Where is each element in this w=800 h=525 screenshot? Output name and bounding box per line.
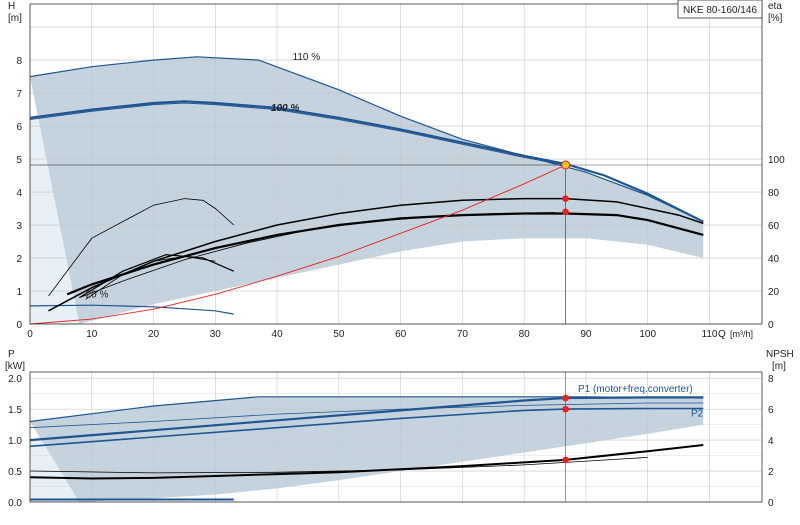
- efficiency-curve-eta-3: [79, 212, 556, 298]
- y-label-right-symbol-bottom: NPSH: [766, 349, 794, 360]
- title-box: [677, 0, 763, 19]
- label-p1: P1 (motor+freq.converter): [578, 384, 693, 395]
- y-tick-left: 3: [16, 221, 22, 232]
- x-tick: 80: [519, 329, 531, 340]
- x-tick: 90: [580, 329, 592, 340]
- x-tick: 50: [333, 329, 345, 340]
- y-tick-right-bottom: 8: [768, 374, 774, 385]
- x-tick: 110: [702, 329, 718, 340]
- efficiency-curve-eta-small-3: [85, 255, 216, 300]
- y-tick-left: 4: [16, 188, 22, 199]
- annotation-20: 20 %: [86, 290, 109, 301]
- eta-marker: [562, 195, 569, 202]
- y-tick-right-bottom: 0: [768, 498, 774, 509]
- y-tick-left-bottom: 0.5: [8, 467, 22, 478]
- pump-curve-curve-100-b: [29, 100, 704, 223]
- x-tick: 20: [148, 329, 160, 340]
- y-tick-left-bottom: 2.0: [8, 374, 22, 385]
- y-tick-left: 1: [16, 287, 22, 298]
- y-tick-left: 0: [16, 320, 22, 331]
- power-curve-P1: [29, 396, 704, 442]
- y-label-right-unit-bottom: [m]: [772, 361, 786, 372]
- y-tick-right-bottom: 2: [768, 467, 774, 478]
- y-tick-right: 60: [768, 221, 780, 232]
- plot-frame-bottom: [29, 371, 763, 503]
- y-tick-right: 0: [768, 320, 774, 331]
- pump-curve-curve-100: [29, 102, 566, 166]
- system-curve: [29, 164, 566, 325]
- x-label-unit: [m³/h]: [730, 329, 753, 339]
- annotation-110: 110 %: [293, 52, 321, 63]
- y-tick-left: 2: [16, 254, 22, 265]
- y-tick-right: 20: [768, 287, 780, 298]
- power-curve-P2: [29, 407, 704, 448]
- y-tick-left: 6: [16, 122, 22, 133]
- head-efficiency-panel: 110 %100 %20 %NKE 80-160/146012345678020…: [8, 0, 785, 340]
- power-curve-P-thin: [29, 402, 704, 429]
- y-tick-right-bottom: 4: [768, 436, 774, 447]
- y-label-left-unit: [m]: [8, 13, 22, 24]
- x-tick: 100: [639, 329, 656, 340]
- label-p2: P2: [691, 409, 704, 420]
- x-tick: 0: [27, 329, 33, 340]
- x-tick: 70: [457, 329, 469, 340]
- power-marker: [562, 405, 569, 413]
- y-tick-right-bottom: 6: [768, 405, 774, 416]
- eta-marker: [562, 208, 569, 216]
- y-tick-right: 40: [768, 254, 780, 265]
- y-tick-left: 7: [16, 89, 22, 100]
- efficiency-curve-eta-small-2: [79, 254, 235, 299]
- efficiency-curve-eta-small-1: [48, 198, 235, 297]
- pump-curve-curve-20: [29, 304, 234, 315]
- x-label-symbol: Q: [718, 329, 726, 340]
- y-tick-right: 80: [768, 188, 780, 199]
- y-tick-left-bottom: 1.5: [8, 405, 22, 416]
- y-label-left-unit-bottom: [kW]: [5, 361, 25, 372]
- x-tick: 60: [395, 329, 407, 340]
- x-tick: 40: [272, 329, 284, 340]
- y-tick-left: 5: [16, 155, 22, 166]
- x-tick: 10: [86, 329, 98, 340]
- x-tick: 30: [210, 329, 222, 340]
- y-label-left-symbol-bottom: P: [8, 349, 15, 360]
- npsh-curve-1: [29, 444, 704, 480]
- chart-title: NKE 80-160/146: [683, 5, 757, 16]
- power-marker: [562, 456, 569, 464]
- y-label-right-unit: [%]: [768, 13, 783, 24]
- pump-curve-curve-110: [29, 56, 704, 223]
- operating-point: [561, 160, 571, 170]
- power-marker: [562, 394, 569, 402]
- power-npsh-panel: P1 (motor+freq.converter)P20.00.51.01.52…: [5, 349, 794, 509]
- annotation-100: 100 %: [271, 103, 299, 114]
- plot-frame: [29, 3, 763, 325]
- y-label-left-symbol: H: [8, 1, 15, 12]
- npsh-curve-2: [29, 457, 648, 474]
- y-label-right-symbol: eta: [768, 1, 782, 12]
- y-tick-left-bottom: 0.0: [8, 498, 22, 509]
- y-tick-left: 8: [16, 56, 22, 67]
- y-tick-right: 100: [768, 155, 785, 166]
- y-tick-left-bottom: 1.0: [8, 436, 22, 447]
- efficiency-curve-eta-2: [66, 212, 704, 296]
